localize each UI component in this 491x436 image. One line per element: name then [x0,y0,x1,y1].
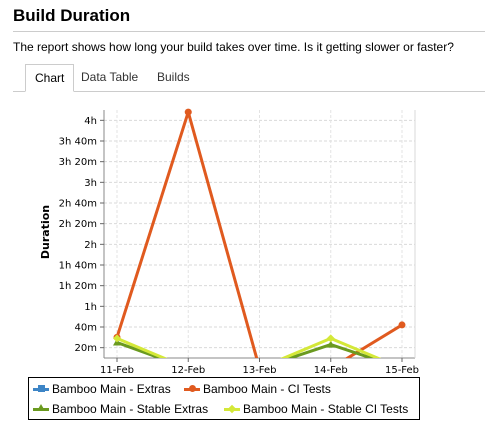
report-tabs: Chart Data Table Builds [13,64,485,92]
build-duration-chart: 20m 40m 1h 1h 20m 1h 40m 2h 2h 20m 2h 40m 3h 3h 2… [39,108,419,376]
y-tick-label: 3h 20m [59,157,97,168]
chart-markers [113,108,406,348]
title-divider [13,31,485,32]
page-title: Build Duration [13,6,131,25]
tab-data-table[interactable]: Data Table [81,70,139,84]
y-axis-ticks: 20m 40m 1h 1h 20m 1h 40m 2h 2h 20m 2h 40m 3h 3h 2… [59,116,104,354]
data-point-bamboo-main-ci-tests[interactable] [184,108,192,116]
legend-label: Bamboo Main - CI Tests [203,382,331,396]
y-tick-label: 2h [84,240,97,251]
y-axis-title: Duration [39,205,52,259]
x-tick-label: 12-Feb [171,365,205,376]
data-point-bamboo-main-ci-tests[interactable] [398,321,406,329]
x-tick-label: 13-Feb [242,365,276,376]
legend-label: Bamboo Main - Stable CI Tests [243,402,409,416]
chart-gridlines [104,110,415,358]
series-line-bamboo-main-stable-ci-tests [116,336,382,358]
tab-builds[interactable]: Builds [157,70,190,84]
y-tick-label: 40m [75,323,97,334]
y-tick-label: 20m [75,343,97,354]
y-tick-label: 2h 20m [59,219,97,230]
legend-label: Bamboo Main - Extras [52,382,171,396]
y-tick-label: 3h [84,178,97,189]
y-tick-label: 3h 40m [59,137,97,148]
chart-series [115,110,403,358]
chart-legend: Bamboo Main - Extras Bamboo Main - CI Tes… [28,377,420,420]
legend-marker-square-icon [38,385,45,392]
legend-marker-circle-icon [189,385,196,392]
data-point-bamboo-main-stable-ci-tests[interactable] [326,334,335,343]
tab-chart[interactable]: Chart [25,64,75,92]
y-tick-label: 1h [84,302,97,313]
y-tick-label: 1h 40m [59,261,97,272]
x-tick-label: 15-Feb [385,365,419,376]
series-line-bamboo-main-stable-extras [116,341,376,358]
y-tick-label: 4h [84,116,97,127]
y-tick-label: 1h 20m [59,281,97,292]
legend-marker-diamond-icon [227,404,237,414]
legend-label: Bamboo Main - Stable Extras [52,402,209,416]
x-tick-label: 14-Feb [314,365,348,376]
x-tick-label: 11-Feb [100,365,134,376]
report-description: The report shows how long your build tak… [13,40,454,54]
legend-marker-triangle-icon [37,404,45,411]
data-point-bamboo-main-stable-ci-tests[interactable] [113,334,121,343]
y-tick-label: 2h 40m [59,199,97,210]
x-axis-ticks: 11-Feb 12-Feb 13-Feb 14-Feb 15-Feb [100,358,419,376]
data-point-bamboo-main-stable-extras[interactable] [326,340,335,348]
